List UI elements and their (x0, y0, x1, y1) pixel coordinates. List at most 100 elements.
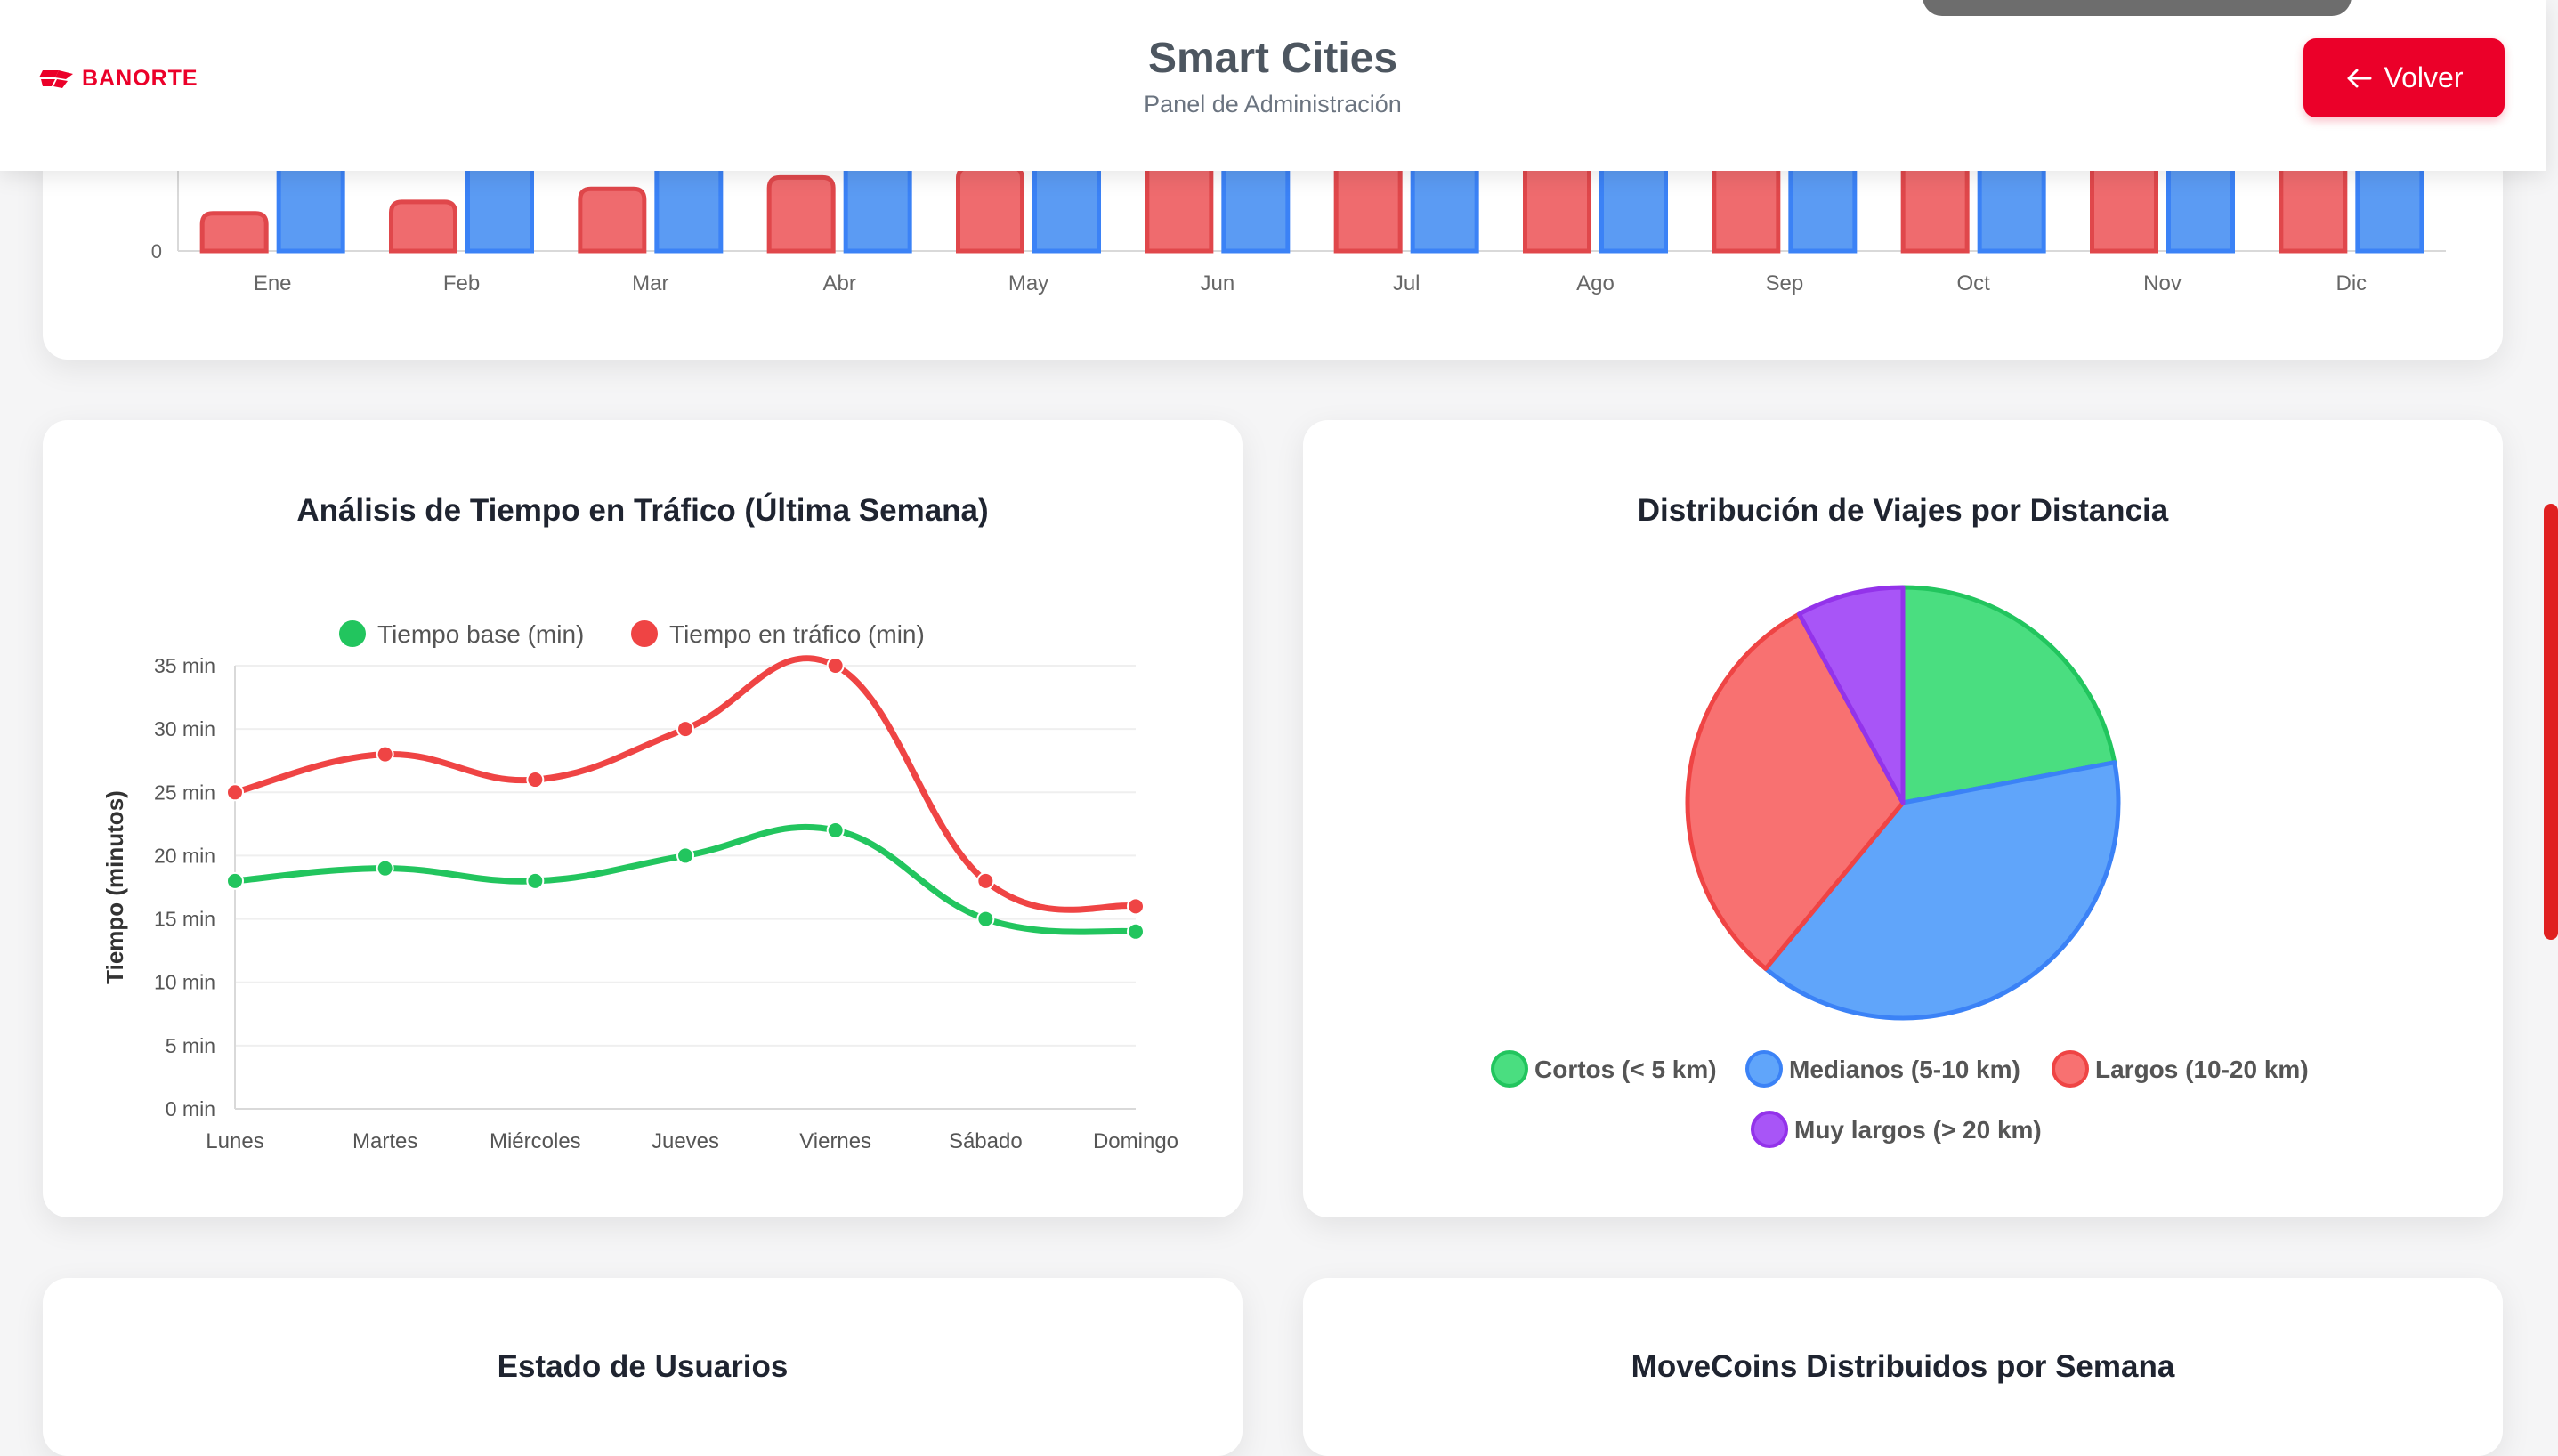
data-point (1127, 922, 1145, 941)
x-tick-label: Abr (822, 271, 855, 295)
page-title: Smart Cities (1147, 35, 1398, 82)
users-card-title: Estado de Usuarios (497, 1349, 789, 1384)
banorte-logo-icon (39, 70, 73, 88)
series-line (231, 655, 1139, 913)
y-tick-label: 10 min (154, 971, 215, 994)
bar (956, 171, 1024, 254)
x-tick-label: Viernes (799, 1129, 871, 1153)
y-tick-label: 0 min (166, 1097, 215, 1120)
legend-label: Largos (10-20 km) (2095, 1056, 2309, 1083)
bar-plot-area: 01,000 (151, 171, 2446, 263)
back-button-label: Volver (2384, 61, 2464, 93)
y-tick-label: 25 min (154, 781, 215, 804)
distance-chart-title: Distribución de Viajes por Distancia (1637, 493, 2169, 528)
data-point (376, 745, 394, 764)
traffic-chart-card: Análisis de Tiempo en Tráfico (Última Se… (43, 420, 1243, 1217)
x-tick-label: Nov (2143, 271, 2182, 295)
data-point (826, 657, 845, 675)
brand-name: BANORTE (82, 65, 198, 91)
bar (578, 186, 647, 254)
bar (1221, 171, 1291, 254)
x-tick-label: Martes (352, 1129, 417, 1153)
distance-pie-chart: Cortos (< 5 km) Medianos (5-10 km) Largos … (1491, 585, 2309, 1148)
page-scrollbar[interactable] (2544, 504, 2558, 940)
y-tick-label: 35 min (154, 654, 215, 677)
data-point (376, 859, 394, 878)
data-point (226, 783, 244, 802)
back-button[interactable]: Volver (2303, 38, 2505, 117)
bar (2355, 171, 2424, 254)
y-tick-label: 20 min (154, 844, 215, 867)
monthly-bar-chart: 01,000 Ene Feb Mar Abr May Jun Jul Ago Sep Oct Nov D… (151, 171, 2446, 295)
bar (199, 211, 269, 254)
pie-slice (1763, 760, 2121, 1021)
users-card: Estado de Usuarios (43, 1278, 1243, 1456)
legend-label: Cortos (< 5 km) (1534, 1056, 1717, 1083)
bar (1977, 171, 2046, 254)
movecoins-card: MoveCoins Distribuidos por Semana (1303, 1278, 2503, 1456)
series-line (231, 823, 1139, 935)
legend-marker (1751, 1111, 1788, 1148)
bar (654, 171, 724, 254)
x-tick-label: Oct (1956, 271, 1990, 295)
x-tick-label: Lunes (206, 1129, 263, 1153)
bar (276, 171, 345, 254)
legend-label: Tiempo base (min) (377, 620, 584, 648)
y-tick-label: 15 min (154, 908, 215, 931)
overlay-handle[interactable] (1923, 0, 2352, 16)
pie-slice (1796, 585, 1906, 805)
data-point (976, 871, 995, 890)
bar (1145, 171, 1214, 254)
app-header: BANORTE Smart Cities Panel de Administra… (0, 0, 2546, 171)
x-tick-label: Jul (1393, 271, 1421, 295)
bar (1712, 171, 1781, 254)
x-tick-label: Feb (443, 271, 480, 295)
bar (2090, 171, 2158, 254)
data-point (976, 910, 995, 928)
y-tick-label: 0 (151, 240, 162, 263)
movecoins-card-title: MoveCoins Distribuidos por Semana (1631, 1349, 2175, 1384)
x-tick-label: Mar (632, 271, 668, 295)
data-point (1127, 897, 1145, 916)
banorte-logo[interactable]: BANORTE (39, 64, 198, 93)
legend-marker (1745, 1050, 1783, 1088)
data-point (676, 846, 694, 865)
traffic-line-chart: Tiempo base (min) Tiempo en tráfico (min)… (101, 620, 1178, 1153)
legend-marker (2052, 1050, 2089, 1088)
x-tick-label: Dic (2335, 271, 2367, 295)
y-tick-label: 5 min (166, 1034, 215, 1057)
bar (465, 171, 534, 254)
data-point (826, 821, 845, 839)
x-tick-label: Jun (1200, 271, 1234, 295)
data-point (676, 720, 694, 739)
data-point (526, 871, 545, 890)
y-axis-title: Tiempo (minutos) (101, 790, 128, 984)
x-tick-label: Domingo (1093, 1129, 1178, 1153)
bar (1333, 171, 1403, 254)
legend-marker (339, 620, 366, 647)
bar (2166, 171, 2235, 254)
legend-marker (631, 620, 658, 647)
bar (1032, 171, 1101, 254)
bar (1599, 171, 1668, 254)
data-point (526, 771, 545, 789)
legend-label: Muy largos (> 20 km) (1794, 1116, 2042, 1144)
x-tick-label: May (1008, 271, 1048, 295)
bar (1788, 171, 1858, 254)
pie-slice (1900, 585, 2117, 805)
bar (2279, 171, 2348, 254)
bar (766, 174, 836, 254)
legend-label: Tiempo en tráfico (min) (669, 620, 925, 648)
page-subtitle: Panel de Administración (1144, 91, 1402, 117)
bar (1523, 171, 1591, 254)
x-tick-label: Sábado (949, 1129, 1023, 1153)
x-tick-label: Sep (1765, 271, 1803, 295)
x-tick-label: Ene (254, 271, 292, 295)
x-tick-label: Miércoles (490, 1129, 581, 1153)
arrow-left-icon (2347, 69, 2372, 87)
x-tick-label: Ago (1576, 271, 1615, 295)
x-tick-label: Jueves (652, 1129, 719, 1153)
legend-marker (1491, 1050, 1528, 1088)
bar (1900, 171, 1970, 254)
bar (1410, 171, 1479, 254)
